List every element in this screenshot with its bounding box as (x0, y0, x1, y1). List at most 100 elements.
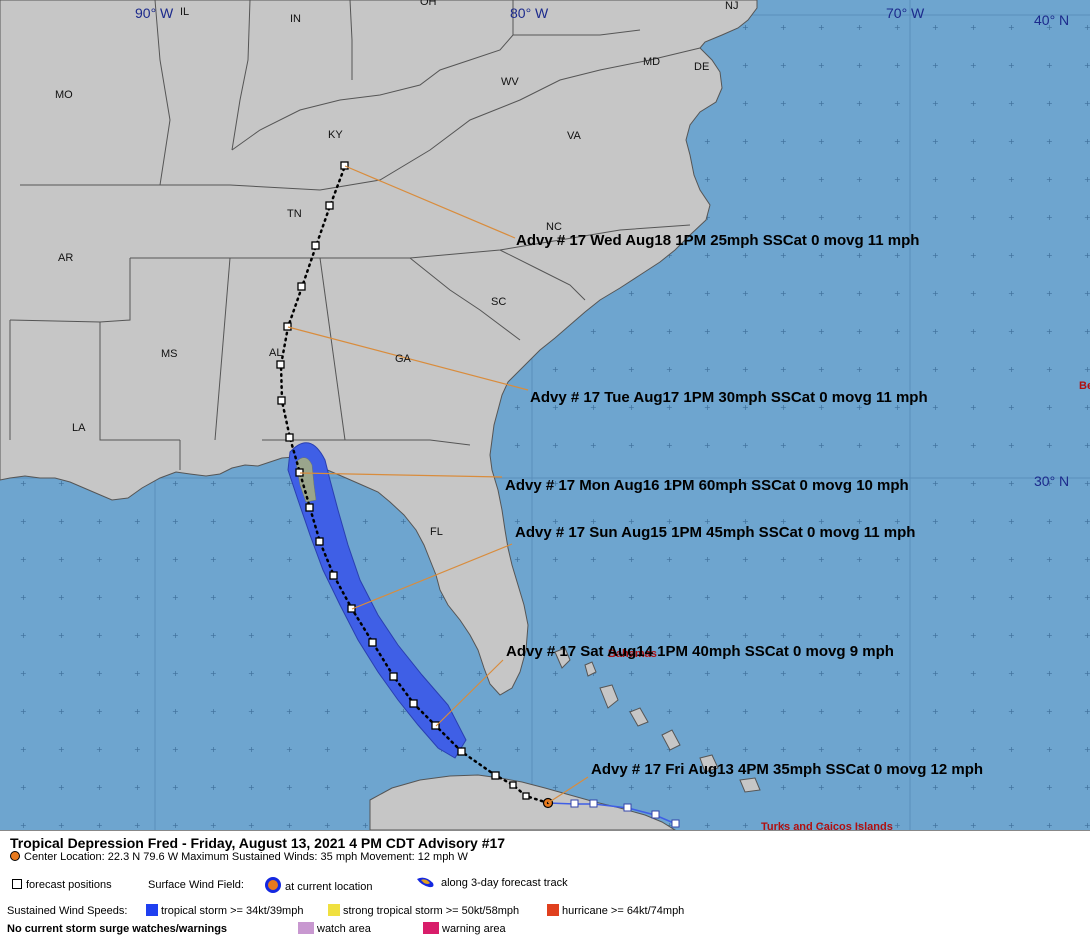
grid-dot: + (552, 745, 559, 754)
lat-label-40n: 40° N (1034, 12, 1069, 28)
grid-dot: + (704, 251, 711, 260)
grid-dot: + (704, 441, 711, 450)
grid-dot: + (1084, 593, 1090, 602)
cuba (369, 774, 676, 830)
grid-dot: + (970, 213, 977, 222)
grid-dot: + (932, 213, 939, 222)
grid-dot: + (856, 631, 863, 640)
grid-dot: + (96, 517, 103, 526)
grid-dot: + (324, 669, 331, 678)
grid-dot: + (742, 745, 749, 754)
grid-dot: + (856, 289, 863, 298)
grid-dot: + (780, 555, 787, 564)
grid-dot: + (818, 593, 825, 602)
advisory-label-fri: Advy # 17 Fri Aug13 4PM 35mph SSCat 0 mo… (591, 761, 983, 778)
grid-dot: + (894, 479, 901, 488)
grid-dot: + (514, 555, 521, 564)
grid-dot: + (970, 593, 977, 602)
grid-dot: + (438, 631, 445, 640)
grid-dot: + (970, 61, 977, 70)
grid-dot: + (704, 289, 711, 298)
grid-dot: + (894, 175, 901, 184)
grid-dot: + (96, 707, 103, 716)
place-label-turks-caicos: Turks and Caicos Islands (761, 821, 893, 830)
lat-label-30n: 30° N (1034, 473, 1069, 489)
grid-dot: + (20, 669, 27, 678)
grid-dot: + (666, 707, 673, 716)
grid-dot: + (1046, 479, 1053, 488)
along-track-label: along 3-day forecast track (441, 877, 568, 889)
grid-dot: + (704, 365, 711, 374)
grid-dot: + (400, 707, 407, 716)
state-label-wv: WV (501, 76, 519, 88)
grid-dot: + (780, 213, 787, 222)
grid-dot: + (894, 707, 901, 716)
grid-dot: + (514, 707, 521, 716)
grid-dot: + (932, 403, 939, 412)
grid-dot: + (1084, 479, 1090, 488)
grid-dot: + (970, 631, 977, 640)
grid-dot: + (628, 327, 635, 336)
grid-dot: + (1008, 137, 1015, 146)
grid-dot: + (970, 707, 977, 716)
grid-dot: + (1084, 99, 1090, 108)
grid-dot: + (742, 593, 749, 602)
grid-dot: + (894, 213, 901, 222)
grid-dot: + (552, 783, 559, 792)
grid-dot: + (666, 555, 673, 564)
grid-dot: + (856, 707, 863, 716)
grid-dot: + (780, 61, 787, 70)
grid-dot: + (780, 631, 787, 640)
storm-track-map: + + + + + + + + + + + + + + + + + + + + + + + + + + + + + + + + + + + + + + + +… (0, 0, 1090, 830)
grid-dot: + (248, 593, 255, 602)
grid-dot: + (210, 479, 217, 488)
grid-dot: + (1084, 365, 1090, 374)
wind-field-along-track (287, 442, 467, 759)
grid-dot: + (704, 745, 711, 754)
grid-dot: + (742, 137, 749, 146)
grid-dot: + (134, 555, 141, 564)
grid-dot: + (628, 783, 635, 792)
grid-dot: + (324, 707, 331, 716)
grid-dot: + (590, 707, 597, 716)
grid-dot: + (210, 669, 217, 678)
grid-dot: + (1008, 289, 1015, 298)
grid-dot: + (552, 593, 559, 602)
grid-dot: + (704, 669, 711, 678)
bahamas-islands (554, 647, 761, 793)
grid-dot: + (1008, 99, 1015, 108)
grid-dot: + (970, 289, 977, 298)
grid-dot: + (172, 555, 179, 564)
grid-dot: + (324, 593, 331, 602)
strong-tropical-storm-item: strong tropical storm >= 50kt/58mph (328, 904, 519, 917)
grid-dot: + (134, 783, 141, 792)
grid-dot: + (1084, 631, 1090, 640)
grid-dot: + (1046, 593, 1053, 602)
watch-area-item: watch area (298, 922, 371, 935)
grid-dot: + (1046, 137, 1053, 146)
grid-dot: + (628, 441, 635, 450)
grid-dot: + (1008, 175, 1015, 184)
grid-dot: + (476, 707, 483, 716)
grid-dot: + (818, 175, 825, 184)
grid-dot: + (666, 821, 673, 830)
hurricane-label: hurricane >= 64kt/74mph (562, 905, 685, 917)
grid-dot: + (1046, 517, 1053, 526)
forecast-track (279, 164, 550, 805)
grid-dot: + (628, 517, 635, 526)
grid-dot: + (970, 403, 977, 412)
grid-dot: + (1008, 251, 1015, 260)
advisory-label-sat: Advy # 17 Sat Aug14 1PM 40mph SSCat 0 mo… (506, 643, 894, 660)
grid-dot: + (286, 593, 293, 602)
grid-dot: + (970, 745, 977, 754)
grid-dot: + (932, 175, 939, 184)
grid-dot: + (58, 669, 65, 678)
grid-dot: + (400, 555, 407, 564)
grid-dot: + (20, 593, 27, 602)
grid-dot: + (932, 441, 939, 450)
grid-dot: + (1084, 403, 1090, 412)
grid-dot: + (210, 707, 217, 716)
grid-dot: + (932, 289, 939, 298)
grid-dot: + (970, 555, 977, 564)
grid-dot: + (1008, 327, 1015, 336)
